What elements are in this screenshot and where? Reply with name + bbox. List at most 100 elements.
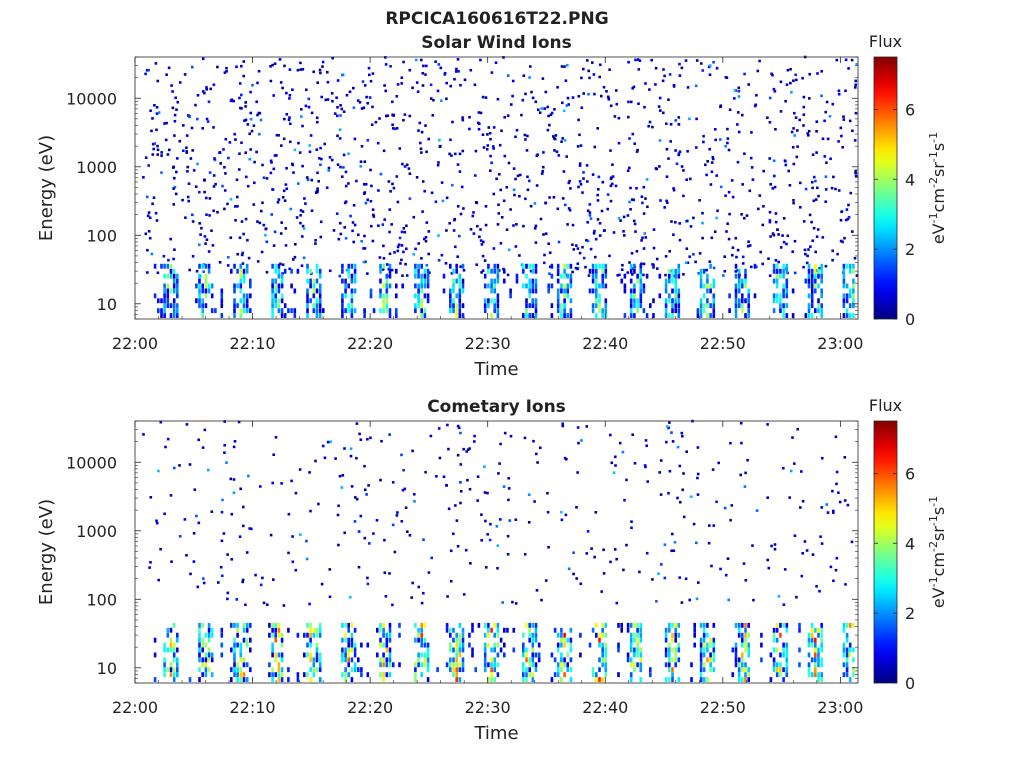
flux-pixel (345, 268, 349, 272)
colorbar-tick-label: 6 (905, 464, 915, 483)
flux-pixel (214, 182, 217, 186)
flux-pixel (719, 105, 722, 109)
flux-pixel (593, 145, 597, 149)
flux-pixel (343, 531, 346, 535)
flux-pixel (186, 165, 189, 169)
flux-pixel (591, 308, 595, 314)
flux-pixel (270, 161, 273, 164)
flux-pixel (379, 662, 382, 668)
flux-pixel (787, 169, 790, 173)
flux-pixel (507, 498, 510, 502)
flux-pixel (821, 456, 824, 460)
flux-pixel (332, 229, 336, 232)
flux-pixel (839, 218, 843, 222)
flux-pixel (728, 293, 731, 299)
spectrogram-pixels (142, 419, 855, 682)
flux-pixel (639, 662, 643, 668)
flux-pixel (591, 627, 595, 633)
flux-pixel (142, 176, 145, 179)
flux-pixel (344, 622, 347, 628)
flux-pixel (820, 627, 823, 633)
flux-pixel (455, 632, 458, 638)
flux-pixel (291, 88, 294, 91)
flux-pixel (203, 235, 207, 238)
flux-pixel (598, 263, 601, 269)
flux-pixel (368, 542, 371, 545)
flux-pixel (461, 118, 465, 122)
flux-pixel (171, 90, 174, 93)
flux-pixel (802, 220, 806, 223)
flux-pixel (204, 242, 207, 245)
flux-pixel (633, 632, 636, 638)
flux-pixel (280, 221, 283, 224)
flux-pixel (706, 677, 709, 682)
flux-pixel (459, 501, 462, 505)
flux-pixel (344, 637, 347, 643)
flux-pixel (246, 123, 250, 126)
flux-pixel (445, 622, 449, 628)
flux-pixel (172, 257, 175, 261)
flux-pixel (586, 59, 589, 62)
flux-pixel (708, 260, 712, 263)
flux-pixel (792, 201, 795, 205)
flux-pixel (713, 230, 717, 233)
flux-pixel (315, 116, 319, 120)
flux-pixel (293, 288, 297, 294)
flux-pixel (249, 647, 252, 653)
flux-pixel (796, 427, 799, 431)
flux-pixel (664, 637, 668, 643)
flux-pixel (598, 308, 601, 314)
flux-pixel (567, 181, 571, 185)
flux-pixel (775, 637, 779, 643)
flux-pixel (810, 268, 814, 274)
flux-pixel (391, 100, 394, 104)
flux-pixel (423, 652, 427, 658)
flux-pixel (385, 114, 388, 118)
flux-pixel (751, 544, 754, 547)
flux-pixel (207, 647, 211, 653)
flux-pixel (566, 96, 570, 100)
flux-pixel (483, 652, 487, 658)
flux-pixel (677, 313, 681, 318)
flux-pixel (801, 76, 804, 80)
flux-pixel (306, 288, 309, 294)
flux-pixel (769, 652, 773, 658)
flux-pixel (350, 263, 354, 269)
flux-pixel (854, 83, 857, 87)
flux-pixel (606, 95, 610, 99)
flux-pixel (417, 303, 420, 309)
flux-pixel (483, 657, 487, 663)
flux-pixel (202, 270, 205, 273)
flux-pixel (785, 627, 789, 633)
flux-pixel (191, 65, 194, 69)
flux-pixel (693, 632, 696, 638)
flux-pixel (320, 157, 323, 161)
flux-pixel (309, 622, 312, 628)
flux-pixel (414, 677, 417, 682)
flux-pixel (524, 138, 527, 141)
flux-pixel (458, 632, 462, 638)
flux-pixel (153, 637, 157, 643)
flux-pixel (702, 303, 706, 309)
flux-pixel (248, 157, 252, 161)
flux-pixel (636, 632, 639, 638)
flux-pixel (680, 66, 684, 70)
flux-pixel (506, 553, 510, 556)
flux-pixel (633, 288, 636, 294)
flux-pixel (363, 313, 366, 318)
flux-pixel (772, 647, 776, 653)
flux-pixel (483, 642, 487, 648)
flux-pixel (437, 63, 441, 66)
flux-pixel (674, 278, 677, 284)
flux-pixel (404, 506, 408, 509)
flux-pixel (819, 535, 822, 538)
flux-pixel (737, 268, 741, 274)
flux-pixel (500, 129, 503, 133)
flux-pixel (633, 283, 636, 289)
flux-pixel (553, 149, 556, 152)
flux-pixel (420, 622, 423, 628)
flux-pixel (487, 632, 490, 638)
flux-pixel (204, 662, 208, 668)
flux-pixel (315, 148, 319, 151)
flux-pixel (810, 220, 813, 224)
